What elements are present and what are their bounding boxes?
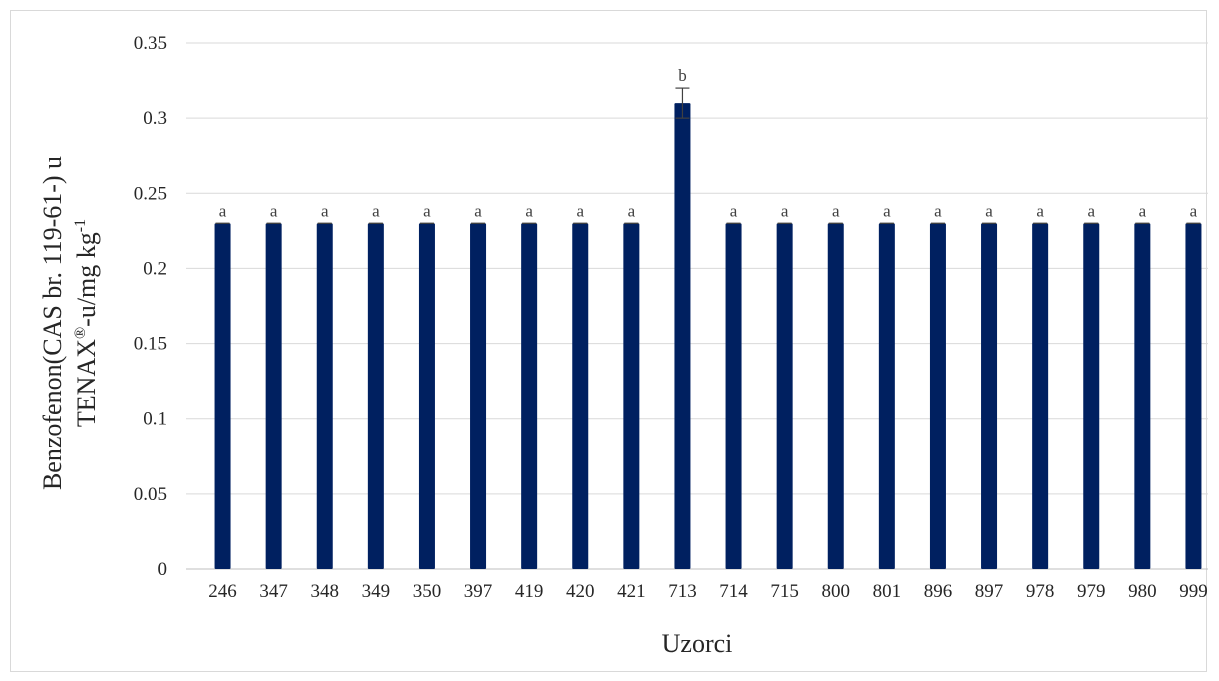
bar <box>981 223 998 570</box>
x-tick-label: 347 <box>259 581 288 602</box>
y-tick-label: 0.05 <box>134 484 167 505</box>
error-bars <box>215 87 1201 224</box>
significance-label: a <box>525 201 533 220</box>
significance-label: a <box>832 201 840 220</box>
bar <box>265 223 282 570</box>
svg-text:Benzofenon(CAS br. 119-61-) u: Benzofenon(CAS br. 119-61-) u <box>38 156 67 490</box>
x-tick-label: 801 <box>873 581 902 602</box>
bar <box>776 223 793 570</box>
x-tick-label: 419 <box>515 581 544 602</box>
x-tick-label: 980 <box>1128 581 1157 602</box>
x-tick-label: 896 <box>924 581 953 602</box>
significance-label: a <box>730 201 738 220</box>
bar <box>725 223 742 570</box>
x-axis-title: Uzorci <box>662 629 733 658</box>
x-tick-label: 420 <box>566 581 595 602</box>
bar <box>1032 223 1049 570</box>
significance-label: a <box>781 201 789 220</box>
bar <box>470 223 487 570</box>
bar <box>367 223 384 570</box>
significance-label: a <box>1190 201 1198 220</box>
gridlines <box>186 42 1208 570</box>
x-tick-label: 714 <box>719 581 748 602</box>
x-tick-label: 397 <box>464 581 493 602</box>
y-tick-labels: 0 0.05 0.1 0.15 0.2 0.25 0.3 0.35 <box>134 33 167 580</box>
x-tick-label: 348 <box>311 581 340 602</box>
y-axis-title-line1: Benzofenon(CAS br. 119-61-) u <box>38 156 67 490</box>
bar <box>929 223 946 570</box>
y-axis-title: Benzofenon(CAS br. 119-61-) u TENAX®-u/m… <box>38 156 101 490</box>
significance-label: a <box>474 201 482 220</box>
significance-label: a <box>1139 201 1147 220</box>
bar <box>674 103 691 569</box>
bar-chart: 00.050.10.150.20.250.30.35 a a a a a a a a aba a a… <box>38 33 1208 658</box>
significance-label: a <box>934 201 942 220</box>
y-tick-label: 0.25 <box>134 183 167 204</box>
x-tick-label: 246 <box>208 581 237 602</box>
significance-label: a <box>1087 201 1095 220</box>
y-tick-label: 0.2 <box>143 258 167 279</box>
y-axis-title-sup2: -1 <box>72 219 89 232</box>
y-axis-title-line2-main: TENAX <box>72 339 101 427</box>
x-tick-label: 897 <box>975 581 1004 602</box>
x-tick-label: 713 <box>668 581 697 602</box>
bar <box>623 223 640 570</box>
x-tick-label: 999 <box>1179 581 1208 602</box>
bar <box>316 223 333 570</box>
bar <box>521 223 538 570</box>
significance-label: a <box>576 201 584 220</box>
x-tick-label: 800 <box>822 581 851 602</box>
bar <box>214 223 231 570</box>
y-tick-label: 0.35 <box>134 33 167 54</box>
significance-label: a <box>1036 201 1044 220</box>
x-tick-labels: 246 347 348 349 350 397 419 420 421 713 714 715 800 8… <box>208 581 1207 602</box>
significance-label: a <box>372 201 380 220</box>
bar <box>572 223 589 570</box>
x-tick-label: 350 <box>413 581 442 602</box>
x-tick-label: 349 <box>362 581 391 602</box>
significance-label: a <box>270 201 278 220</box>
y-tick-label: 0.15 <box>134 334 167 355</box>
y-tick-label: 0 <box>158 559 168 580</box>
significance-label: a <box>219 201 227 220</box>
bar <box>1134 223 1151 570</box>
y-axis-title-line2-rest: -u/mg kg <box>72 232 101 327</box>
bar <box>1083 223 1100 570</box>
svg-text:TENAX®-u/mg kg-1: TENAX®-u/mg kg-1 <box>72 219 101 427</box>
bars <box>214 103 1202 570</box>
bar <box>878 223 895 570</box>
x-tick-label: 715 <box>770 581 799 602</box>
significance-label: a <box>321 201 329 220</box>
bar <box>1185 223 1202 570</box>
significance-label: a <box>628 201 636 220</box>
bar <box>418 223 435 570</box>
significance-labels: a a a a a a a a a b a a a a a a a a a a <box>219 66 1198 220</box>
x-tick-label: 978 <box>1026 581 1055 602</box>
x-tick-label: 979 <box>1077 581 1106 602</box>
y-tick-label: 0.3 <box>143 108 167 129</box>
significance-label: a <box>883 201 891 220</box>
y-axis-title-sup: ® <box>72 327 89 339</box>
x-tick-label: 421 <box>617 581 646 602</box>
bar <box>827 223 844 570</box>
y-tick-label: 0.1 <box>143 409 167 430</box>
significance-label: a <box>423 201 431 220</box>
significance-label: a <box>985 201 993 220</box>
significance-label: b <box>678 66 687 85</box>
